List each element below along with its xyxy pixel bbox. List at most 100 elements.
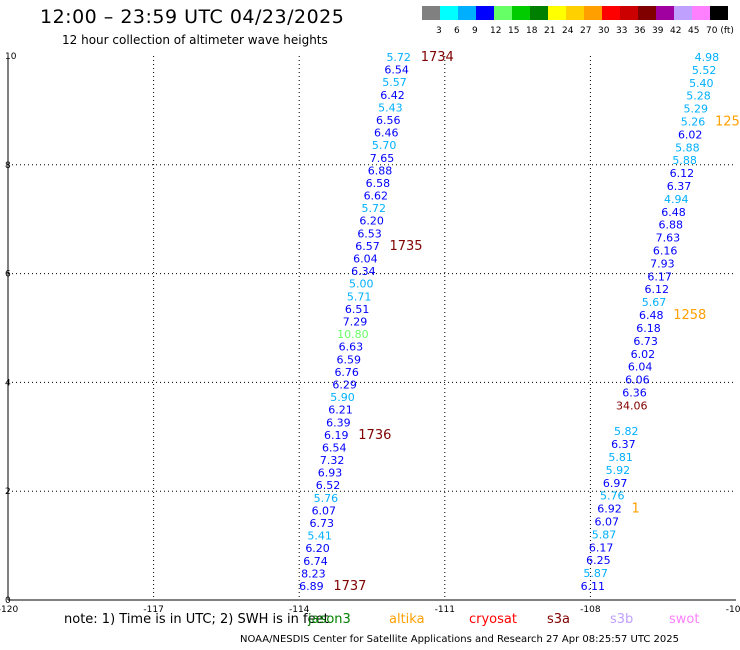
legend-label: 27 xyxy=(580,26,592,36)
wave-height-label: 4.94 xyxy=(664,193,689,206)
wave-height-label: 5.57 xyxy=(382,76,407,89)
pass-time-label: 1736 xyxy=(358,428,391,443)
legend-swatch xyxy=(530,6,548,20)
wave-height-label: 6.07 xyxy=(312,504,337,517)
wave-height-label: 6.48 xyxy=(639,309,664,322)
wave-height-label: 5.26 xyxy=(681,116,706,129)
satellite-name: jason3 xyxy=(308,612,351,627)
wave-height-label: 6.25 xyxy=(586,554,611,567)
satellite-name: swot xyxy=(669,612,700,627)
wave-height-label: 6.19 xyxy=(324,429,349,442)
legend-label: 45 xyxy=(688,26,700,36)
wave-height-label: 6.76 xyxy=(334,366,359,379)
wave-height-label: 6.63 xyxy=(339,341,364,354)
wave-height-label: 5.88 xyxy=(672,154,697,167)
wave-height-label: 6.54 xyxy=(322,441,347,454)
wave-height-label: 6.54 xyxy=(384,64,409,77)
wave-height-label: 5.76 xyxy=(314,492,339,505)
wave-height-label: 6.04 xyxy=(628,361,653,374)
y-tick-label: 0 xyxy=(5,596,11,606)
wave-height-label: 5.81 xyxy=(608,451,633,464)
wave-height-label: 4.98 xyxy=(695,51,720,64)
wave-height-label: 6.74 xyxy=(303,555,328,568)
y-tick-label: 4 xyxy=(5,378,11,388)
wave-height-label: 5.72 xyxy=(386,51,411,64)
legend-swatch xyxy=(440,6,458,20)
wave-height-label: 5.87 xyxy=(592,528,617,541)
wave-height-label: 5.41 xyxy=(307,530,332,543)
wave-height-label: 6.37 xyxy=(667,180,692,193)
legend-label: 33 xyxy=(616,26,628,36)
wave-height-label: 6.18 xyxy=(636,322,661,335)
wave-height-label: 7.63 xyxy=(656,232,681,245)
wave-height-label: 6.42 xyxy=(380,89,405,102)
legend-swatch xyxy=(458,6,476,20)
wave-height-label: 6.88 xyxy=(368,164,393,177)
wave-height-label: 6.37 xyxy=(611,438,636,451)
wave-height-label: 6.04 xyxy=(353,253,378,266)
wave-height-label: 6.34 xyxy=(351,265,376,278)
pass-time-label: 1259 xyxy=(715,115,740,130)
wave-height-label: 7.65 xyxy=(370,152,395,165)
wave-height-label: 6.57 xyxy=(355,240,380,253)
wave-height-label: 5.72 xyxy=(361,202,386,215)
wave-height-label: 5.90 xyxy=(330,391,355,404)
satellite-name: cryosat xyxy=(469,612,517,627)
legend-label: 30 xyxy=(598,26,610,36)
pass-time-label: 1735 xyxy=(389,239,422,254)
legend-label: 39 xyxy=(652,26,664,36)
wave-height-label: 5.76 xyxy=(600,490,625,503)
wave-height-label: 6.12 xyxy=(670,167,695,180)
pass-time-label: 1734 xyxy=(421,50,454,65)
wave-height-label: 5.82 xyxy=(614,425,639,438)
wave-height-label: 6.73 xyxy=(309,517,334,530)
wave-height-label: 34.06 xyxy=(616,399,648,412)
wave-height-label: 5.28 xyxy=(686,90,711,103)
legend-swatch xyxy=(584,6,602,20)
wave-height-label: 6.02 xyxy=(678,128,703,141)
x-tick-label: -117 xyxy=(143,605,163,615)
wave-height-label: 6.53 xyxy=(357,227,382,240)
wave-height-label: 6.20 xyxy=(359,215,384,228)
chart-title: 12:00 – 23:59 UTC 04/23/2025 xyxy=(40,6,345,28)
wave-height-label: 6.89 xyxy=(299,580,324,593)
wave-height-label: 6.56 xyxy=(376,114,401,127)
wave-height-label: 6.92 xyxy=(597,503,622,516)
pass-time-label: 1737 xyxy=(333,579,366,594)
wave-height-label: 6.17 xyxy=(647,270,672,283)
wave-height-label: 6.97 xyxy=(603,477,628,490)
legend-label: 21 xyxy=(544,26,556,36)
wave-height-label: 5.92 xyxy=(606,464,631,477)
wave-height-label: 6.16 xyxy=(653,245,678,258)
wave-height-label: 5.67 xyxy=(642,296,667,309)
wave-height-label: 6.51 xyxy=(345,303,370,316)
wave-height-label: 6.93 xyxy=(318,467,343,480)
satellite-name: s3b xyxy=(610,612,634,627)
wave-height-label: 5.40 xyxy=(689,77,714,90)
wave-height-label: 6.29 xyxy=(332,378,357,391)
wave-height-label: 6.06 xyxy=(625,374,650,387)
legend-label: 18 xyxy=(526,26,538,36)
legend-label: 9 xyxy=(472,26,478,36)
legend-label: 36 xyxy=(634,26,646,36)
wave-height-label: 6.58 xyxy=(366,177,391,190)
legend-label: 12 xyxy=(490,26,502,36)
legend-label: 6 xyxy=(454,26,460,36)
x-tick-label: -108 xyxy=(580,605,601,615)
wave-height-label: 5.87 xyxy=(583,567,608,580)
legend-swatch xyxy=(602,6,620,20)
satellite-name: altika xyxy=(389,612,425,627)
satellite-name: s3a xyxy=(547,612,571,627)
wave-height-label: 6.59 xyxy=(337,353,362,366)
wave-height-label: 6.07 xyxy=(594,515,619,528)
legend-swatch xyxy=(476,6,494,20)
wave-height-label: 6.73 xyxy=(633,335,658,348)
wave-height-label: 7.29 xyxy=(343,316,368,329)
legend-swatch xyxy=(620,6,638,20)
legend-swatch xyxy=(548,6,566,20)
legend-swatch xyxy=(710,6,728,20)
chart-subtitle: 12 hour collection of altimeter wave hei… xyxy=(62,33,328,47)
footnote: note: 1) Time is in UTC; 2) SWH is in fe… xyxy=(64,612,329,627)
legend-label: 3 xyxy=(436,26,442,36)
